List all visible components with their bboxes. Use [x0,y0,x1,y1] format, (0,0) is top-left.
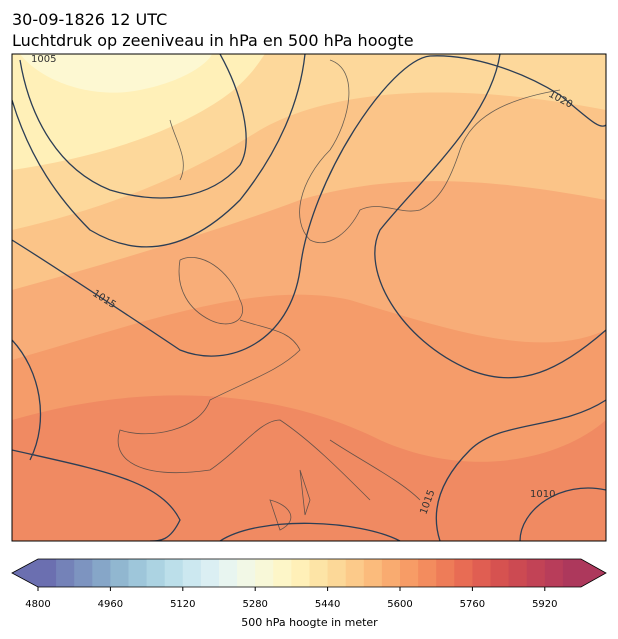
title-line1: 30-09-1826 12 UTC [12,10,167,29]
colorbar-tick-label: 4960 [98,599,123,610]
colorbar-segment [291,559,310,587]
map-frame [11,53,607,542]
colorbar-segment [309,559,329,587]
colorbar-segment [182,559,202,587]
contour-label: 1005 [31,54,56,65]
colorbar-tick-label: 5920 [532,599,557,610]
isobar [374,54,606,379]
colorbar-segment [436,559,455,587]
contour-label: 1010 [530,489,555,500]
colorbar-segment [273,559,292,587]
colorbar-tick-label: 5120 [170,599,195,610]
colorbar-segment [454,559,473,587]
colorbar-segment [418,559,437,587]
colorbar-segment [544,559,564,587]
isobar [519,487,606,541]
colorbar-segment [219,559,238,587]
colorbar-segment [400,559,419,587]
isobar [12,339,606,541]
colorbar-segment [327,559,347,587]
map [12,54,606,541]
colorbar-segment [345,559,365,587]
isobar [19,54,247,199]
colorbar-segment [38,559,57,587]
colorbar-segment [56,559,75,587]
colorbar-extend-low [12,559,38,587]
colorbar-segment [255,559,274,587]
colorbar-segment [128,559,148,587]
colorbar-segment [508,559,528,587]
isobar [12,55,606,357]
colorbar-tick-label: 5280 [242,599,267,610]
colorbar-segment [526,559,546,587]
colorbar-segment [237,559,256,587]
colorbar-tick-label: 5600 [387,599,412,610]
colorbar: 4800 4960 5120 5280 5440 5600 5760 5920 500 hPa … [11,558,607,629]
colorbar-segment [200,559,220,587]
colorbar-segment [381,559,401,587]
isobar [12,54,306,248]
colorbar-segment [562,559,582,587]
colorbar-extend-high [581,559,606,587]
title-line2: Luchtdruk op zeeniveau in hPa en 500 hPa… [12,31,414,50]
colorbar-segment [472,559,491,587]
colorbar-segment [164,559,184,587]
colorbar-segment [363,559,383,587]
colorbar-tick-label: 5440 [315,599,340,610]
colorbar-segment [92,559,111,587]
colorbar-segment [490,559,510,587]
colorbar-segment [110,559,129,587]
height-band [20,54,212,93]
colorbar-tick-label: 5760 [460,599,485,610]
colorbar-label: 500 hPa hoogte in meter [241,616,378,629]
colorbar-segment [74,559,93,587]
colorbar-segment [146,559,166,587]
colorbar-tick-label: 4800 [25,599,50,610]
coastline [117,59,561,531]
